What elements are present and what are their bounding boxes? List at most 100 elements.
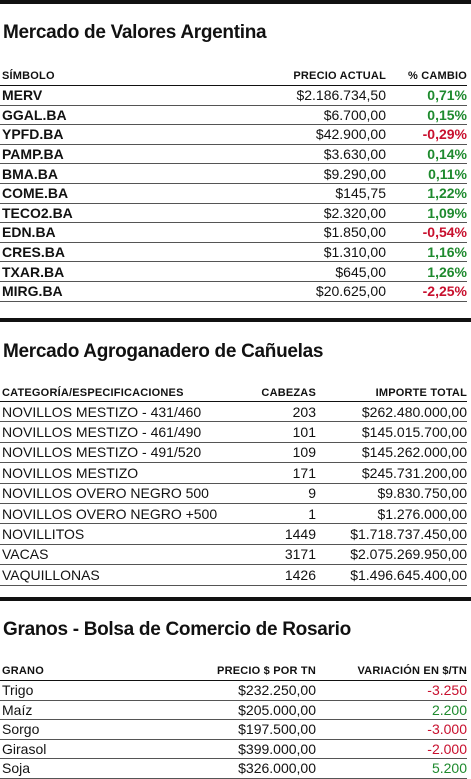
table-row: TXAR.BA $645,00 1,26% [0, 261, 467, 282]
grain-variation: -2.000 [316, 739, 467, 759]
cattle-total: $262.480.000,00 [316, 401, 467, 423]
grain-variation: 5.200 [316, 758, 467, 779]
table-row: Sorgo $197.500,00 -3.000 [0, 719, 467, 740]
table-row: COME.BA $145,75 1,22% [0, 183, 467, 204]
table-row: NOVILLOS MESTIZO 171 $245.731.200,00 [0, 462, 467, 484]
table-row: TECO2.BA $2.320,00 1,09% [0, 203, 467, 224]
table-row: GGAL.BA $6.700,00 0,15% [0, 105, 467, 126]
grain-name: Trigo [0, 680, 196, 701]
stocks-title: Mercado de Valores Argentina [3, 22, 267, 43]
stocks-header-change: % CAMBIO [386, 66, 467, 86]
stock-change: 1,09% [386, 203, 467, 224]
table-row: NOVILLOS OVERO NEGRO 500 9 $9.830.750,00 [0, 483, 467, 504]
stock-price: $145,75 [230, 183, 386, 204]
cattle-heads: 171 [226, 462, 316, 484]
stock-symbol: YPFD.BA [0, 124, 230, 145]
table-row: MIRG.BA $20.625,00 -2,25% [0, 281, 467, 302]
cattle-total: $245.731.200,00 [316, 462, 467, 484]
cattle-category: VAQUILLONAS [0, 564, 226, 586]
cattle-total: $1.496.645.400,00 [316, 564, 467, 586]
stock-symbol: TECO2.BA [0, 203, 230, 224]
stock-change: 1,26% [386, 261, 467, 282]
section-divider-cattle [0, 318, 471, 322]
stock-change: 1,16% [386, 242, 467, 263]
stock-change: 0,14% [386, 144, 467, 165]
cattle-header-heads: CABEZAS [226, 384, 316, 402]
cattle-total: $1.718.737.450,00 [316, 523, 467, 545]
table-row: NOVILLOS MESTIZO - 461/490 101 $145.015.70… [0, 421, 467, 443]
grain-name: Sorgo [0, 719, 196, 740]
stocks-header-price: PRECIO ACTUAL [230, 66, 386, 86]
grain-price: $205.000,00 [196, 700, 316, 720]
stock-change: -2,25% [386, 281, 467, 302]
cattle-heads: 3171 [226, 544, 316, 566]
stock-change: 0,15% [386, 105, 467, 126]
cattle-total: $2.075.269.950,00 [316, 544, 467, 566]
grain-price: $399.000,00 [196, 739, 316, 759]
stock-symbol: BMA.BA [0, 163, 230, 184]
grains-header-variation: VARIACIÓN EN $/TN [316, 661, 467, 681]
cattle-total: $145.262.000,00 [316, 442, 467, 464]
cattle-category: NOVILLITOS [0, 523, 226, 545]
table-row: NOVILLOS MESTIZO - 431/460 203 $262.480.00… [0, 401, 467, 423]
table-row: BMA.BA $9.290,00 0,11% [0, 163, 467, 184]
table-row: CRES.BA $1.310,00 1,16% [0, 242, 467, 263]
cattle-header-category: CATEGORÍA/ESPECIFICACIONES [0, 384, 226, 402]
cattle-heads: 203 [226, 401, 316, 423]
stock-price: $2.186.734,50 [230, 85, 386, 106]
cattle-heads: 109 [226, 442, 316, 464]
top-rule [0, 0, 471, 4]
stock-symbol: GGAL.BA [0, 105, 230, 126]
cattle-header-total: IMPORTE TOTAL [316, 384, 467, 402]
cattle-total: $1.276.000,00 [316, 503, 467, 525]
grain-variation: -3.000 [316, 719, 467, 740]
table-row: Girasol $399.000,00 -2.000 [0, 739, 467, 759]
stock-symbol: MIRG.BA [0, 281, 230, 302]
stock-price: $6.700,00 [230, 105, 386, 126]
stock-symbol: EDN.BA [0, 222, 230, 243]
stock-price: $1.850,00 [230, 222, 386, 243]
cattle-category: NOVILLOS MESTIZO - 461/490 [0, 421, 226, 443]
stock-price: $3.630,00 [230, 144, 386, 165]
table-row: Maíz $205.000,00 2.200 [0, 700, 467, 720]
stocks-table: SÍMBOLO PRECIO ACTUAL % CAMBIO MERV $2.18… [0, 66, 467, 302]
table-row: NOVILLOS MESTIZO - 491/520 109 $145.262.00… [0, 442, 467, 464]
cattle-table: CATEGORÍA/ESPECIFICACIONES CABEZAS IMPOR… [0, 384, 467, 586]
table-row: NOVILLOS OVERO NEGRO +500 1 $1.276.000,00 [0, 503, 467, 525]
cattle-category: NOVILLOS MESTIZO - 491/520 [0, 442, 226, 464]
stock-change: -0,54% [386, 222, 467, 243]
grain-price: $326.000,00 [196, 758, 316, 779]
table-row: NOVILLITOS 1449 $1.718.737.450,00 [0, 523, 467, 545]
grains-header-grain: GRANO [0, 661, 196, 681]
table-row: PAMP.BA $3.630,00 0,14% [0, 144, 467, 165]
cattle-title: Mercado Agroganadero de Cañuelas [3, 341, 324, 362]
cattle-heads: 101 [226, 421, 316, 443]
table-row: VACAS 3171 $2.075.269.950,00 [0, 544, 467, 566]
table-row: YPFD.BA $42.900,00 -0,29% [0, 124, 467, 145]
cattle-total: $9.830.750,00 [316, 483, 467, 504]
grain-price: $232.250,00 [196, 680, 316, 701]
cattle-heads: 9 [226, 483, 316, 504]
cattle-category: VACAS [0, 544, 226, 566]
cattle-category: NOVILLOS OVERO NEGRO +500 [0, 503, 226, 525]
grains-table: GRANO PRECIO $ POR TN VARIACIÓN EN $/TN … [0, 661, 467, 779]
cattle-heads: 1 [226, 503, 316, 525]
stock-symbol: PAMP.BA [0, 144, 230, 165]
table-row: Trigo $232.250,00 -3.250 [0, 680, 467, 701]
grain-name: Girasol [0, 739, 196, 759]
stock-change: 1,22% [386, 183, 467, 204]
stocks-header-symbol: SÍMBOLO [0, 66, 230, 86]
cattle-category: NOVILLOS MESTIZO [0, 462, 226, 484]
cattle-total: $145.015.700,00 [316, 421, 467, 443]
stock-price: $42.900,00 [230, 124, 386, 145]
stock-change: -0,29% [386, 124, 467, 145]
grains-header-price: PRECIO $ POR TN [196, 661, 316, 681]
grain-name: Soja [0, 758, 196, 779]
cattle-heads: 1426 [226, 564, 316, 586]
stock-change: 0,11% [386, 163, 467, 184]
cattle-category: NOVILLOS MESTIZO - 431/460 [0, 401, 226, 423]
table-row: MERV $2.186.734,50 0,71% [0, 85, 467, 106]
table-row: Soja $326.000,00 5.200 [0, 758, 467, 779]
grain-variation: -3.250 [316, 680, 467, 701]
stock-symbol: CRES.BA [0, 242, 230, 263]
